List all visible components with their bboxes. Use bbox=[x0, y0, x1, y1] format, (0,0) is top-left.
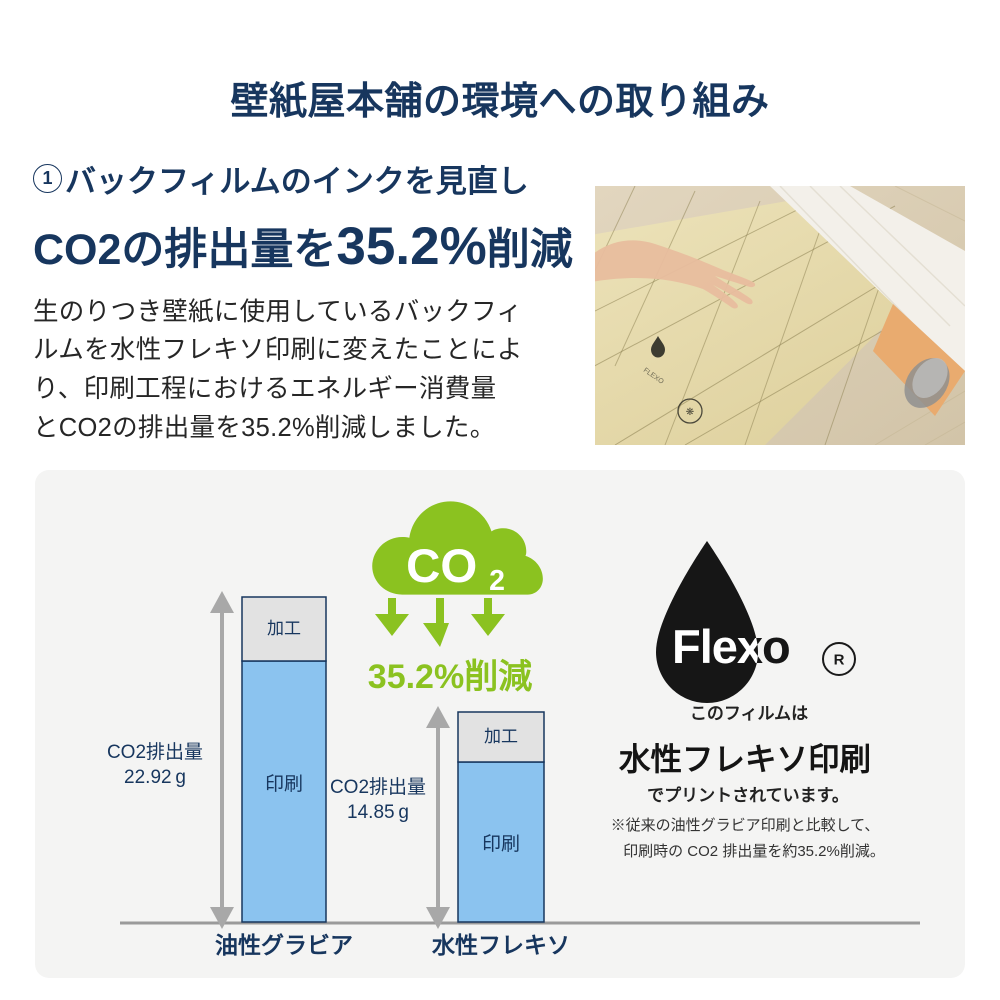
svg-text:印刷: 印刷 bbox=[265, 773, 303, 795]
svg-text:CO2排出量: CO2排出量 bbox=[107, 741, 203, 763]
svg-text:2: 2 bbox=[489, 565, 505, 597]
svg-text:CO: CO bbox=[406, 540, 477, 593]
svg-text:加工: 加工 bbox=[267, 619, 301, 638]
svg-text:水性フレキソ: 水性フレキソ bbox=[431, 932, 570, 958]
svg-text:22.92 g: 22.92 g bbox=[124, 767, 186, 788]
svg-text:加工: 加工 bbox=[484, 727, 518, 746]
svg-text:油性グラビア: 油性グラビア bbox=[215, 932, 353, 958]
svg-text:14.85 g: 14.85 g bbox=[347, 802, 409, 823]
svg-text:35.2%削減: 35.2%削減 bbox=[368, 658, 532, 696]
svg-text:印刷: 印刷 bbox=[482, 833, 520, 855]
svg-text:CO2排出量: CO2排出量 bbox=[330, 776, 426, 798]
